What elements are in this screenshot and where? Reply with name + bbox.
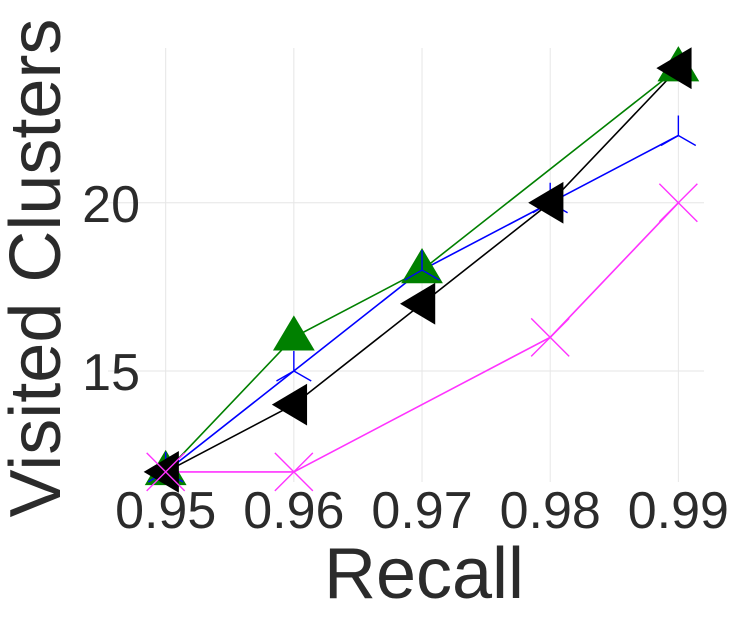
data-point [658, 183, 698, 223]
x-axis-title: Recall [324, 534, 524, 614]
data-point [656, 47, 692, 90]
data-point [660, 115, 697, 147]
data-point [272, 315, 315, 351]
series-line-0 [165, 67, 679, 473]
data-point [530, 317, 570, 357]
y-tick-label: 20 [82, 176, 140, 234]
y-tick-label: 15 [82, 344, 140, 402]
y-gridlines [108, 202, 704, 372]
x-tick-labels: 0.95 0.96 0.97 0.98 0.99 [115, 482, 729, 540]
data-point [528, 181, 564, 224]
data-point [404, 250, 440, 281]
x-tick-label: 0.99 [628, 482, 729, 540]
data-point [143, 451, 179, 493]
x-tick-label: 0.95 [115, 482, 216, 540]
x-tick-label: 0.98 [500, 482, 601, 540]
y-axis-title: Visited Clusters [0, 19, 76, 518]
data-point [400, 282, 436, 325]
data-point [146, 452, 186, 492]
data-point [271, 383, 308, 426]
series-line-3 [165, 202, 679, 473]
series-markers [143, 46, 700, 493]
x-tick-label: 0.97 [371, 482, 472, 540]
data-point [276, 350, 312, 382]
data-point [274, 452, 314, 492]
x-tick-label: 0.96 [243, 482, 344, 540]
series-layer [143, 46, 700, 493]
